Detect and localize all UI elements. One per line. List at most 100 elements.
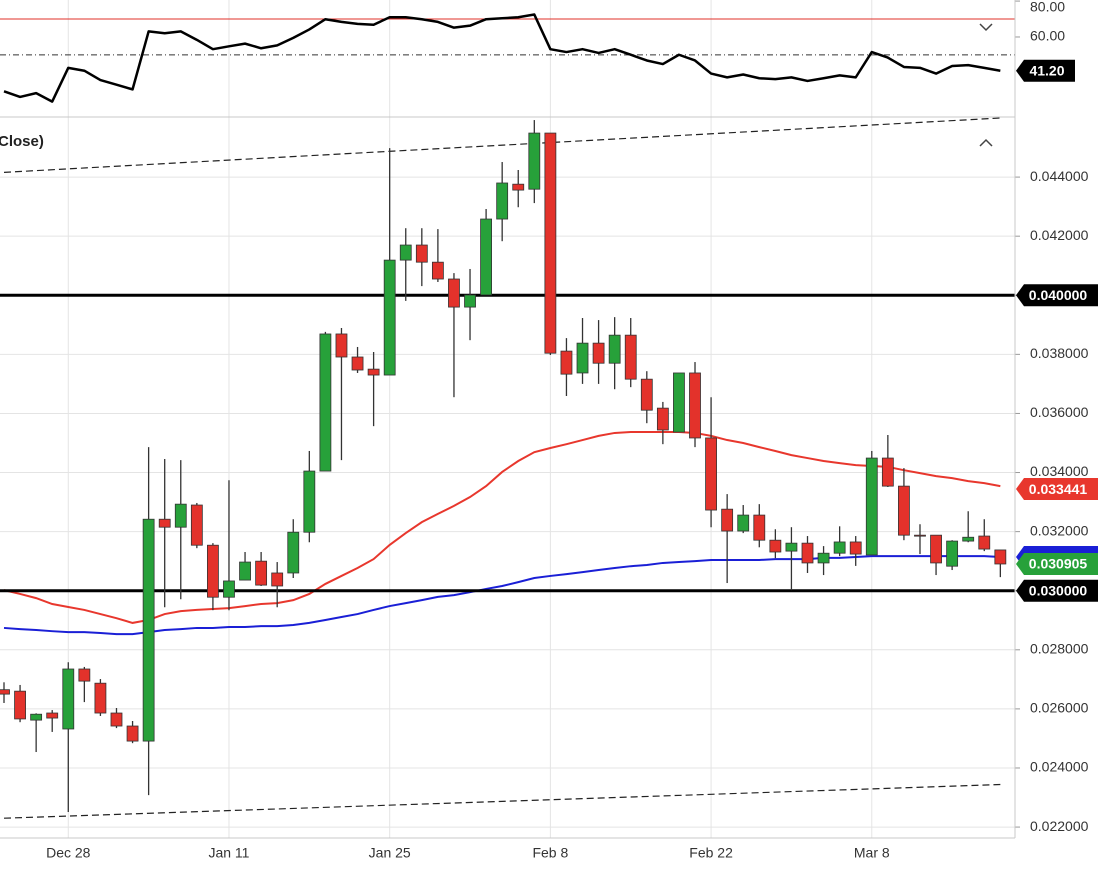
candle-body (431, 261, 444, 280)
candle-body (946, 540, 959, 567)
candle-body (833, 541, 846, 554)
price-tag (1016, 579, 1098, 602)
candle-body (207, 544, 219, 598)
candle-body (110, 712, 123, 727)
candle-body (448, 278, 460, 308)
candle-body (78, 668, 91, 682)
candle-body (496, 182, 509, 220)
y-tick-label: 0.028000 (1030, 641, 1089, 657)
candle-body (528, 132, 541, 190)
y-tick-label: 0.036000 (1030, 404, 1089, 420)
trendline (3, 783, 1001, 819)
candle-body (689, 372, 701, 439)
x-tick-label: Jan 25 (369, 845, 411, 861)
candle-body (914, 534, 926, 537)
label-layer: 0.022000 0.024000 0.026000 0.028000 0.030000… (46, 0, 1098, 861)
candle-body (753, 514, 766, 541)
moving-average (3, 431, 1001, 624)
candle-body (881, 457, 894, 487)
plot-layer (0, 13, 1015, 819)
moving-average (3, 555, 1001, 636)
candle-body (640, 378, 653, 411)
collapse-icon[interactable] (979, 23, 993, 32)
candle-body (737, 514, 750, 532)
candle-body (480, 218, 493, 296)
candle-body (46, 712, 59, 719)
y-tick-label: 0.032000 (1030, 522, 1089, 538)
candle-body (801, 542, 814, 564)
x-tick-label: Feb 22 (689, 845, 733, 861)
candle-body (190, 504, 203, 546)
candle-body (174, 503, 187, 528)
y-tick-label: 0.038000 (1030, 345, 1089, 361)
y-tick-label: 0.026000 (1030, 700, 1089, 716)
candle-body (14, 690, 26, 720)
candle-body (319, 333, 332, 472)
price-tag (1016, 59, 1075, 82)
candle-body (673, 372, 685, 433)
candle-body (785, 542, 798, 552)
candle-body (817, 552, 830, 564)
candle-body (656, 407, 669, 431)
y-tick-label: 0.022000 (1030, 818, 1089, 834)
candle-body (367, 368, 380, 376)
candle-body (865, 457, 878, 556)
candle-body (978, 535, 991, 550)
candle-body (415, 244, 428, 263)
price-tag-label: 0.040000 (1029, 287, 1088, 303)
candle-body (287, 531, 300, 574)
candle-body (721, 508, 734, 532)
x-tick-label: Jan 11 (208, 845, 249, 861)
y-tick-label: 60.00 (1030, 28, 1065, 44)
price-tag-label: 0.030000 (1029, 582, 1088, 598)
x-tick-label: Mar 8 (854, 845, 890, 861)
candle-body (464, 294, 476, 308)
y-tick-label: 80.00 (1030, 0, 1065, 15)
rsi-line (3, 13, 1001, 103)
candle-body (335, 333, 348, 358)
candle-body (769, 539, 782, 553)
chart-title: Close) (0, 133, 44, 150)
candle-body (624, 334, 637, 380)
candle-body (544, 132, 557, 354)
trendline (3, 117, 1001, 173)
candle-body (994, 549, 1007, 565)
y-tick-label: 0.034000 (1030, 463, 1089, 479)
candle-body (303, 470, 316, 533)
candle-body (239, 561, 251, 581)
candle-body (30, 713, 43, 721)
candle-body (62, 668, 75, 730)
price-tag-label: 0.030905 (1029, 556, 1088, 572)
candle-body (94, 682, 107, 714)
x-tick-label: Dec 28 (46, 845, 91, 861)
candle-body (383, 259, 396, 376)
candle-body (255, 560, 268, 586)
candle-body (962, 536, 975, 542)
candle-body (560, 350, 573, 375)
candle-body (849, 541, 862, 555)
price-tag (1016, 478, 1098, 501)
price-tag-label: 0.033441 (1029, 481, 1088, 497)
price-tag (1016, 552, 1098, 575)
price-tag-label: 41.20 (1029, 62, 1064, 78)
candle-body (126, 725, 139, 742)
candle-body (158, 518, 171, 528)
candle-body (705, 437, 717, 511)
y-tick-label: 0.044000 (1030, 168, 1089, 184)
candle-body (898, 485, 910, 536)
candle-body (271, 572, 284, 587)
x-tick-label: Feb 8 (532, 845, 568, 861)
candle-body (399, 244, 412, 261)
y-tick-label: 0.042000 (1030, 227, 1089, 243)
candle-body (930, 534, 942, 564)
candle-body (576, 342, 589, 374)
candle-body (223, 580, 235, 598)
candle-body (142, 518, 155, 742)
candle-body (351, 356, 364, 371)
candle-body (608, 334, 621, 364)
candle-body (512, 183, 525, 191)
y-tick-label: 0.024000 (1030, 759, 1089, 775)
price-tag (1016, 284, 1098, 307)
collapse-icon[interactable] (979, 138, 993, 147)
